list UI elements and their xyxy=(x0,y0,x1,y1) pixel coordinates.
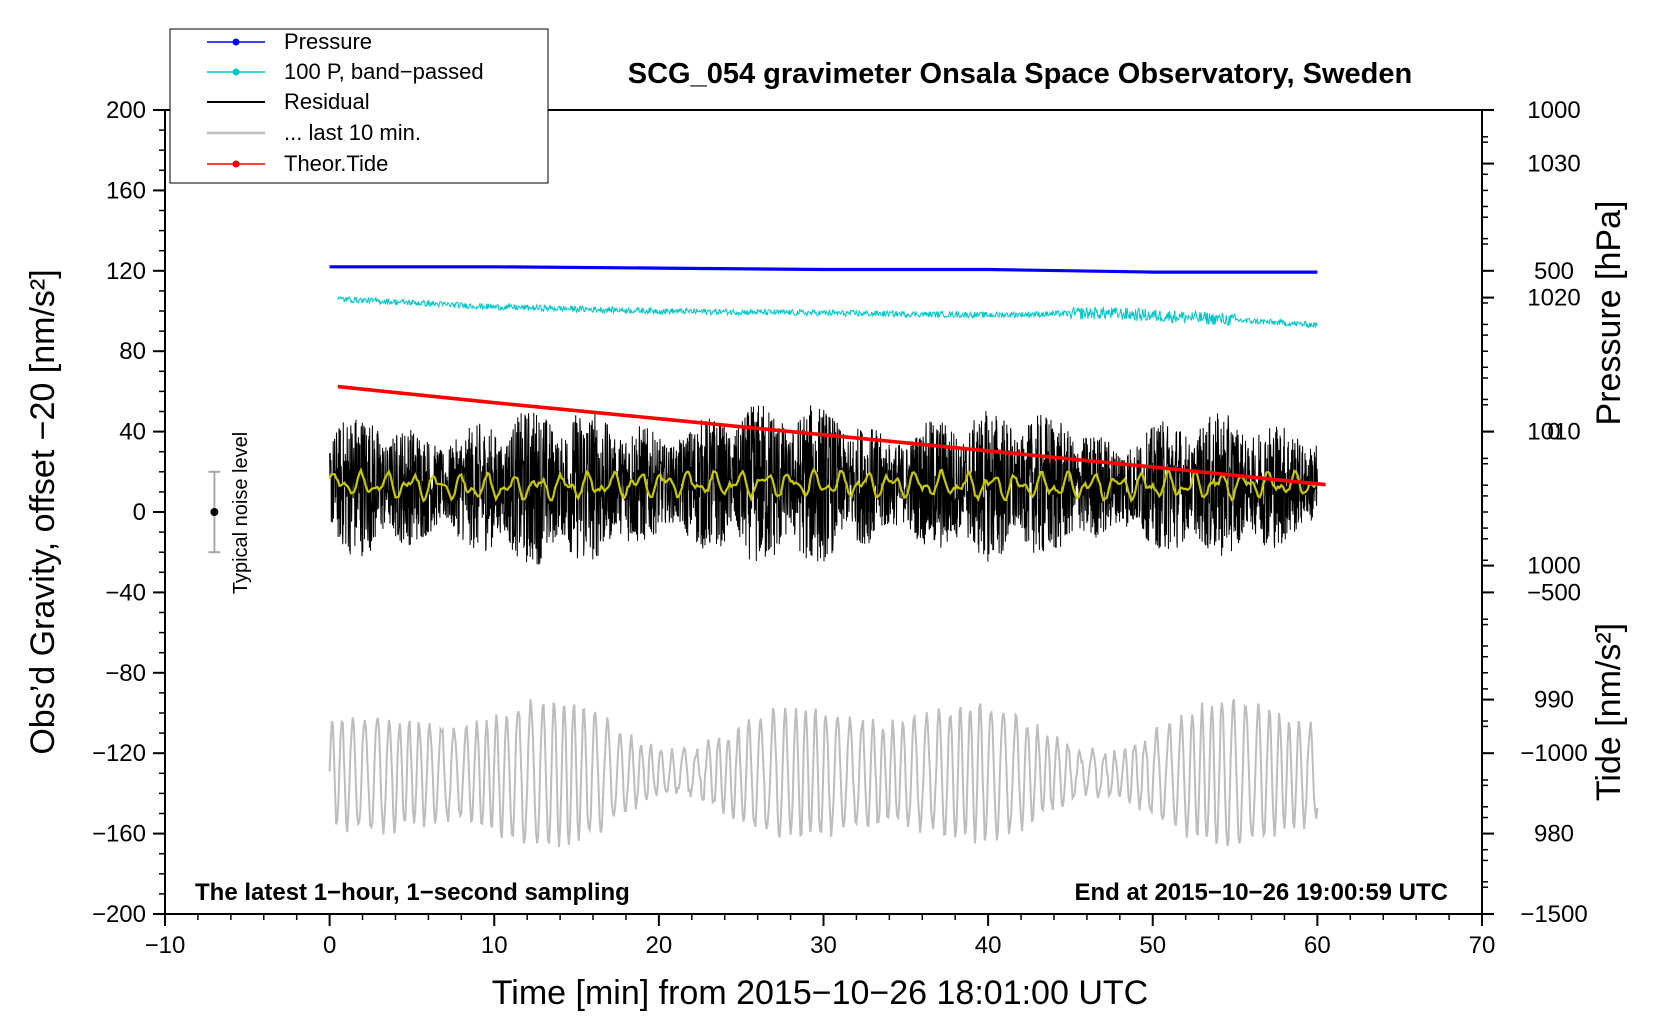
legend-entry-tide: Theor.Tide xyxy=(207,151,388,176)
ticks-layer: −10 0 10 20 30 40 50 60 7020016012080400−40−80−1… xyxy=(92,97,1588,959)
x-tick-label: 50 xyxy=(1139,932,1166,959)
tide-tick-label: −1500 xyxy=(1520,901,1587,928)
y-left-tick-label: 120 xyxy=(106,258,146,285)
y-left-tick-label: −40 xyxy=(105,579,146,606)
legend-entry-residual: Residual xyxy=(207,89,370,114)
y-left-tick-label: 40 xyxy=(119,419,146,446)
legend-box xyxy=(169,28,549,184)
tide-tick-label: 500 xyxy=(1534,258,1574,285)
legend-entry-bandpassed: 100 P, band−passed xyxy=(207,59,484,84)
pressure-tick-label: 1030 xyxy=(1527,151,1580,178)
series-layer xyxy=(328,265,1326,847)
y-left-tick-label: 0 xyxy=(133,499,146,526)
y-left-tick-label: −120 xyxy=(92,740,146,767)
x-tick-label: 0 xyxy=(323,932,336,959)
pressure-tick-label: 1020 xyxy=(1527,285,1580,312)
legend: Pressure 100 P, band−passed Residual ...… xyxy=(169,28,549,184)
y-axis-title-left: Obs’d Gravity, offset −20 [nm/s²] xyxy=(24,269,62,754)
legend-entry-pressure: Pressure xyxy=(207,29,372,54)
pressure-tick-label: 980 xyxy=(1534,821,1574,848)
y-left-tick-label: 80 xyxy=(119,338,146,365)
pressure-tick-label: 1000 xyxy=(1527,553,1580,580)
series-residual-line xyxy=(329,405,1318,565)
y-left-tick-label: 200 xyxy=(106,97,146,124)
y-left-tick-label: 160 xyxy=(106,177,146,204)
series-tide-line xyxy=(337,384,1326,487)
tide-tick-label: 1000 xyxy=(1527,97,1580,124)
y-axis-title-pressure: Pressure [hPa] xyxy=(1590,201,1628,426)
chart-title: SCG_054 gravimeter Onsala Space Observat… xyxy=(628,58,1412,90)
series-bandpassed-line xyxy=(337,295,1318,329)
series-residual-smoothed-line xyxy=(328,467,1319,503)
annotation-end-time: End at 2015−10−26 19:00:59 UTC xyxy=(1074,879,1448,906)
tide-tick-label: −500 xyxy=(1527,579,1581,606)
legend-pressure-marker xyxy=(232,38,240,46)
tide-tick-label: 0 xyxy=(1547,419,1560,446)
legend-pressure-label: Pressure xyxy=(284,29,372,54)
y-left-tick-label: −160 xyxy=(92,821,146,848)
x-tick-label: 60 xyxy=(1304,932,1331,959)
pressure-tick-label: 990 xyxy=(1534,687,1574,714)
legend-tide-marker xyxy=(232,160,240,168)
legend-residual-label: Residual xyxy=(284,89,370,114)
legend-bandpassed-marker xyxy=(232,68,240,76)
x-tick-label: 40 xyxy=(975,932,1002,959)
x-tick-label: 10 xyxy=(481,932,508,959)
noise-bar-center-dot xyxy=(210,508,219,516)
x-axis-title: Time [min] from 2015−10−26 18:01:00 UTC xyxy=(492,974,1148,1012)
legend-tide-label: Theor.Tide xyxy=(284,151,388,176)
series-last-10-min-line xyxy=(328,699,1319,847)
x-tick-label: −10 xyxy=(145,932,186,959)
y-left-tick-label: −80 xyxy=(105,660,146,687)
annotation-sampling: The latest 1−hour, 1−second sampling xyxy=(195,879,630,906)
legend-entry-last10: ... last 10 min. xyxy=(207,120,421,145)
series-pressure-line xyxy=(329,265,1318,274)
pressure-tick-label: 1010 xyxy=(1527,419,1580,446)
x-tick-label: 70 xyxy=(1469,932,1496,959)
noise-level-indicator xyxy=(208,470,221,554)
legend-bandpassed-label: 100 P, band−passed xyxy=(284,59,484,84)
noise-level-label: Typical noise level xyxy=(230,432,252,594)
y-left-tick-label: −200 xyxy=(92,901,146,928)
y-axis-title-tide: Tide [nm/s²] xyxy=(1590,623,1628,801)
legend-last10-label: ... last 10 min. xyxy=(284,120,421,145)
x-tick-label: 20 xyxy=(646,932,673,959)
x-tick-label: 30 xyxy=(810,932,837,959)
tide-tick-label: −1000 xyxy=(1520,740,1587,767)
